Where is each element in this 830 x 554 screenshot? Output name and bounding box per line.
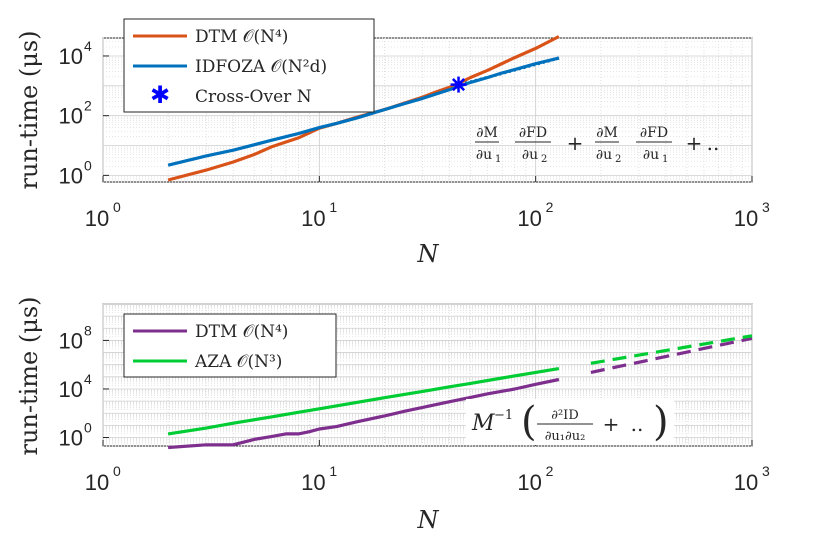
- bottom-y-tick-label-0: 10: [59, 426, 83, 451]
- ann-frac4-sub: 1: [662, 154, 668, 165]
- top-x-tick-label-2: 10: [517, 206, 541, 231]
- top-y-tick-label-1: 10: [59, 104, 83, 129]
- top-x-tick-exp-3: 3: [762, 199, 770, 215]
- bottom-x-tick-exp-0: 0: [113, 463, 121, 479]
- bottom-x-tick-exp-2: 2: [546, 463, 554, 479]
- ann-frac2-sub: 2: [541, 154, 547, 165]
- top-x-tick-exp-1: 1: [329, 199, 337, 215]
- ann-dots: ..: [707, 131, 720, 155]
- top-x-tick-label-3: 10: [734, 206, 758, 231]
- bottom-y-tick-label-2: 10: [59, 328, 83, 353]
- bottom-y-tick-exp-2: 8: [84, 322, 92, 338]
- ann2-dots: ..: [631, 412, 644, 436]
- bottom-annotation: M −1 ( ∂²ID ∂u₁∂u₂ + .. ): [466, 399, 674, 445]
- bottom-y-axis-label: run-time (μs): [15, 296, 43, 455]
- bottom-x-tick-label-1: 10: [301, 470, 325, 495]
- ann-frac3-den: ∂u: [596, 147, 612, 163]
- ann-frac3-sub: 2: [615, 154, 621, 165]
- ann-frac2-den: ∂u: [522, 147, 538, 163]
- top-x-tick-exp-0: 0: [113, 199, 121, 215]
- legend-label-crossover: Cross-Over N: [195, 87, 312, 107]
- ann-plus-2: +: [686, 131, 703, 155]
- bottom-x-tick-label-0: 10: [85, 470, 109, 495]
- ann-frac2-num: ∂FD: [519, 125, 547, 141]
- bottom-y-tick-exp-1: 4: [84, 371, 92, 387]
- ann2-num: ∂²ID: [551, 408, 579, 423]
- top-x-axis-label: N: [417, 240, 440, 268]
- top-y-tick-label-2: 10: [59, 44, 83, 69]
- ann-frac3-num: ∂M: [596, 125, 618, 141]
- top-x-ticks: 10 0 10 1 10 2 10 3: [85, 176, 770, 231]
- bottom-series-1: [167, 367, 560, 436]
- legend-label-aza: AZA 𝒪(N³): [194, 352, 282, 372]
- bottom-x-ticks: 10 0 10 1 10 2 10 3: [85, 440, 770, 495]
- bottom-series-0: [167, 377, 560, 450]
- bottom-x-axis-label: N: [417, 506, 440, 534]
- legend-label-dtm: DTM 𝒪(N⁴): [195, 27, 288, 47]
- ann2-den: ∂u₁∂u₂: [545, 429, 586, 444]
- bottom-y-tick-label-1: 10: [59, 377, 83, 402]
- top-annotation: ∂M ∂u 1 ∂FD ∂u 2 + ∂M ∂u 2 ∂FD ∂u 1 + ..: [475, 125, 719, 165]
- top-x-tick-exp-2: 2: [546, 199, 554, 215]
- top-series-1: [167, 56, 560, 167]
- bottom-y-tick-exp-0: 0: [84, 420, 92, 436]
- top-grid: [102, 37, 753, 183]
- ann-frac1-den: ∂u: [476, 147, 492, 163]
- bottom-series-3: [590, 334, 753, 365]
- ann-frac4-num: ∂FD: [640, 125, 668, 141]
- top-y-tick-exp-1: 2: [84, 98, 92, 114]
- bottom-x-tick-label-3: 10: [734, 470, 758, 495]
- ann2-rparen: ): [653, 399, 669, 445]
- top-series-2: [460, 56, 560, 87]
- ann2-lparen: (: [521, 399, 537, 445]
- top-y-tick-exp-0: 0: [84, 157, 92, 173]
- legend-label-dtm-2: DTM 𝒪(N⁴): [195, 322, 288, 342]
- top-y-tick-exp-2: 4: [84, 38, 92, 54]
- bottom-legend-box: [123, 313, 337, 378]
- ann-frac1-num: ∂M: [476, 125, 498, 141]
- top-x-tick-label-0: 10: [85, 206, 109, 231]
- legend-label-idfoza: IDFOZA 𝒪(N²d): [195, 57, 327, 77]
- bottom-annotation-bg: [466, 399, 674, 445]
- top-y-axis-label: run-time (μs): [15, 30, 43, 189]
- ann-frac1-sub: 1: [495, 154, 501, 165]
- ann-frac4-den: ∂u: [643, 147, 659, 163]
- bottom-x-tick-exp-3: 3: [762, 463, 770, 479]
- bottom-series: [167, 334, 753, 450]
- bottom-x-tick-exp-1: 1: [329, 463, 337, 479]
- ann2-minv: −1: [494, 408, 513, 423]
- bottom-x-tick-label-2: 10: [517, 470, 541, 495]
- bottom-legend: DTM 𝒪(N⁴) AZA 𝒪(N³): [123, 313, 337, 378]
- top-legend: DTM 𝒪(N⁴) IDFOZA 𝒪(N²d) ✱ Cross-Over N: [123, 18, 375, 113]
- top-x-tick-label-1: 10: [301, 206, 325, 231]
- ann2-m: M: [471, 411, 495, 436]
- bottom-series-2: [590, 336, 753, 374]
- ann2-plus: +: [603, 412, 620, 436]
- top-series: [167, 35, 560, 182]
- legend-marker-crossover: ✱: [150, 81, 170, 109]
- crossover-marker: [450, 76, 467, 93]
- top-y-tick-label-0: 10: [59, 163, 83, 188]
- ann-plus-1: +: [567, 131, 584, 155]
